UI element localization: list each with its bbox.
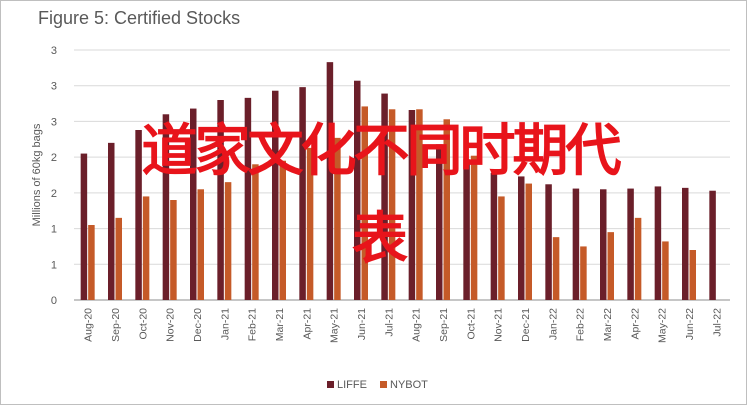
x-tick-label: Oct-20: [137, 308, 149, 340]
y-tick-label: 0: [51, 295, 57, 307]
x-tick-label: Nov-21: [493, 308, 505, 342]
bar-nybot: [361, 106, 368, 300]
bar-liffe: [654, 186, 662, 300]
bar-liffe: [217, 100, 224, 300]
legend-swatch-liffe: [327, 381, 334, 388]
chart-title: Figure 5: Certified Stocks: [38, 8, 241, 28]
x-tick-label: Jan-22: [547, 308, 559, 340]
bar-liffe: [545, 184, 552, 300]
bar-liffe: [408, 110, 416, 300]
x-tick-label: Oct-21: [465, 308, 477, 340]
bar-nybot: [552, 237, 560, 300]
bar-liffe: [463, 159, 470, 300]
bar-liffe: [244, 97, 252, 300]
bar-nybot: [525, 183, 532, 300]
bar-nybot: [115, 217, 122, 300]
y-tick-label: 1: [51, 224, 57, 236]
bar-liffe: [381, 93, 388, 300]
bar-nybot: [607, 232, 614, 300]
bar-liffe: [709, 190, 716, 300]
x-tick-label: Apr-21: [301, 308, 313, 340]
bar-liffe: [108, 142, 115, 300]
x-tick-label: Nov-20: [165, 308, 177, 342]
bar-nybot: [170, 200, 177, 300]
bar-nybot: [334, 137, 341, 300]
bar-nybot: [443, 119, 450, 301]
legend-label-liffe: LIFFE: [337, 379, 367, 391]
bar-nybot: [388, 109, 396, 301]
legend-label-nybot: NYBOT: [390, 379, 428, 391]
y-axis-label: Millions of 60kg bags: [31, 123, 43, 226]
x-tick-label: Jul-22: [711, 308, 723, 337]
bar-nybot: [88, 225, 95, 300]
x-tick-label: May-22: [657, 308, 669, 343]
bar-liffe: [299, 87, 306, 301]
bar-nybot: [580, 246, 587, 300]
x-tick-label: Aug-20: [83, 308, 95, 342]
bar-liffe: [80, 153, 88, 300]
x-tick-label: Dec-20: [192, 308, 204, 342]
bar-nybot: [224, 182, 232, 300]
bar-nybot: [252, 164, 259, 300]
x-tick-label: Jun-22: [684, 308, 696, 340]
bar-liffe: [326, 62, 334, 301]
y-tick-label: 2: [51, 188, 57, 200]
bar-nybot: [142, 196, 150, 300]
bar-liffe: [518, 176, 525, 300]
x-tick-label: Mar-22: [602, 308, 614, 341]
bar-liffe: [190, 108, 197, 300]
bar-nybot: [470, 155, 478, 300]
bar-nybot: [197, 189, 204, 300]
bar-liffe: [682, 187, 689, 300]
bar-nybot: [279, 160, 286, 300]
bar-liffe: [627, 188, 634, 300]
y-tick-label: 1: [51, 259, 57, 271]
x-tick-label: Aug-21: [411, 308, 423, 342]
bar-liffe: [572, 188, 580, 300]
x-tick-label: Jul-21: [383, 308, 395, 337]
y-tick-label: 3: [51, 45, 57, 57]
bar-nybot: [634, 217, 642, 300]
x-tick-label: Jun-21: [356, 308, 368, 340]
legend-swatch-nybot: [380, 381, 387, 388]
bar-nybot: [498, 196, 505, 300]
x-tick-label: Sep-21: [438, 308, 450, 342]
bar-liffe: [490, 172, 498, 300]
bar-nybot: [689, 250, 696, 300]
bar-liffe: [436, 144, 443, 300]
bar-liffe: [162, 114, 170, 301]
x-tick-label: May-21: [329, 308, 341, 343]
bar-nybot: [662, 241, 669, 300]
x-tick-label: Jan-21: [219, 308, 231, 340]
x-tick-label: Feb-21: [247, 308, 259, 341]
x-tick-label: Mar-21: [274, 308, 286, 341]
x-tick-label: Sep-20: [110, 308, 122, 342]
x-tick-label: Feb-22: [575, 308, 587, 341]
bar-nybot: [306, 147, 314, 300]
bar-liffe: [135, 130, 142, 300]
bar-liffe: [272, 90, 279, 300]
y-tick-label: 3: [51, 116, 57, 128]
bar-nybot: [416, 109, 423, 301]
y-tick-label: 2: [51, 152, 57, 164]
bar-liffe: [354, 80, 361, 300]
x-tick-label: Dec-21: [520, 308, 532, 342]
y-tick-label: 3: [51, 81, 57, 93]
bar-liffe: [600, 189, 607, 300]
x-tick-label: Apr-22: [629, 308, 641, 340]
